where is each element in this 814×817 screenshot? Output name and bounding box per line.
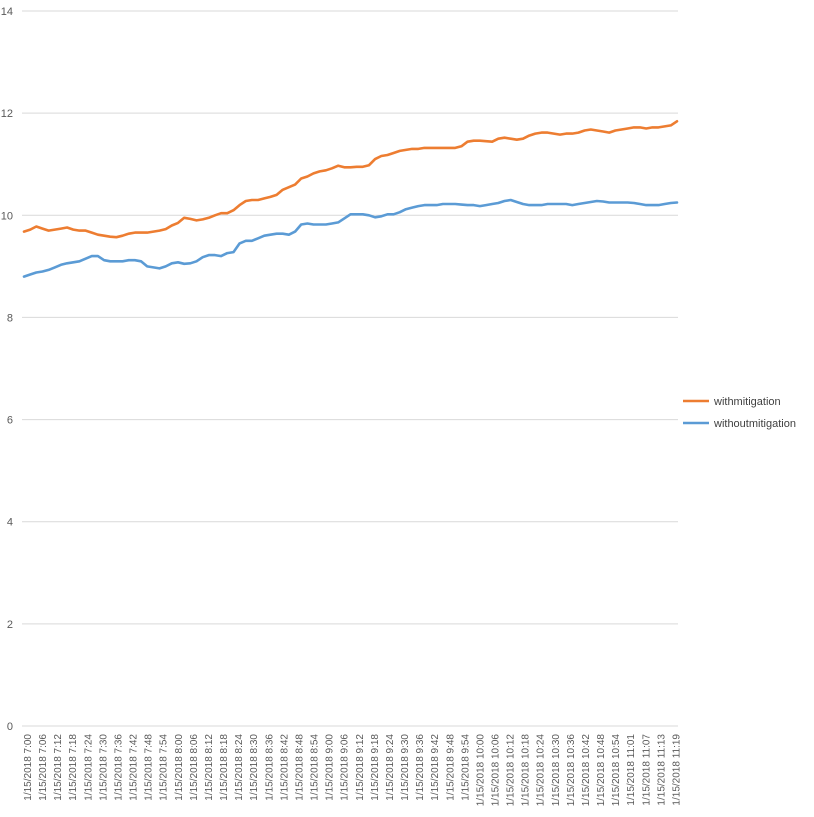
- x-tick-label: 1/15/2018 9:36: [415, 734, 426, 801]
- legend-label-withoutmitigation: withoutmitigation: [713, 418, 796, 430]
- y-tick-label: 14: [1, 6, 13, 18]
- x-tick-label: 1/15/2018 9:48: [445, 734, 456, 801]
- y-tick-label: 10: [1, 210, 13, 222]
- x-tick-label: 1/15/2018 10:12: [506, 734, 517, 807]
- x-tick-label: 1/15/2018 11:01: [626, 734, 637, 806]
- x-tick-label: 1/15/2018 8:06: [189, 734, 200, 801]
- x-axis-tick-labels: 1/15/2018 7:00 1/15/2018 7:06 1/15/2018 7:…: [23, 734, 682, 807]
- x-tick-label: 1/15/2018 10:42: [581, 734, 592, 807]
- x-tick-label: 1/15/2018 11:19: [671, 734, 682, 806]
- x-tick-label: 1/15/2018 10:30: [551, 734, 562, 807]
- x-tick-label: 1/15/2018 8:54: [310, 734, 321, 801]
- legend: withmitigation withoutmitigation: [683, 396, 796, 430]
- x-tick-label: 1/15/2018 8:12: [204, 734, 215, 801]
- x-tick-label: 1/15/2018 11:07: [641, 734, 652, 806]
- x-tick-label: 1/15/2018 9:24: [385, 734, 396, 801]
- x-tick-label: 1/15/2018 7:42: [129, 734, 140, 801]
- x-tick-label: 1/15/2018 8:36: [264, 734, 275, 801]
- x-tick-label: 1/15/2018 11:13: [656, 734, 667, 806]
- x-tick-label: 1/15/2018 7:36: [113, 734, 124, 801]
- x-tick-label: 1/15/2018 7:00: [23, 734, 34, 801]
- series-line-withoutmitigation: [22, 198, 679, 278]
- x-tick-label: 1/15/2018 9:18: [370, 734, 381, 801]
- x-tick-label: 1/15/2018 8:30: [249, 734, 260, 801]
- y-tick-label: 4: [7, 517, 13, 529]
- y-axis-tick-labels: 0 2 4 6 8 10 12 14: [1, 6, 13, 733]
- x-tick-label: 1/15/2018 9:30: [400, 734, 411, 801]
- x-tick-label: 1/15/2018 7:06: [38, 734, 49, 801]
- x-tick-label: 1/15/2018 7:18: [68, 734, 79, 801]
- x-tick-label: 1/15/2018 9:00: [325, 734, 336, 801]
- x-tick-label: 1/15/2018 10:24: [536, 734, 547, 807]
- x-tick-label: 1/15/2018 8:48: [294, 734, 305, 801]
- x-tick-label: 1/15/2018 10:36: [566, 734, 577, 807]
- x-tick-label: 1/15/2018 9:42: [430, 734, 441, 801]
- x-tick-label: 1/15/2018 10:06: [490, 734, 501, 807]
- y-tick-label: 12: [1, 108, 13, 120]
- gridlines: [22, 10, 678, 727]
- series-line-withmitigation: [22, 120, 679, 239]
- x-tick-label: 1/15/2018 10:18: [521, 734, 532, 807]
- legend-label-withmitigation: withmitigation: [713, 396, 781, 408]
- y-tick-label: 8: [7, 312, 13, 324]
- x-tick-label: 1/15/2018 7:48: [144, 734, 155, 801]
- x-tick-label: 1/15/2018 8:00: [174, 734, 185, 801]
- x-tick-label: 1/15/2018 8:24: [234, 734, 245, 801]
- series-lines: [22, 120, 679, 278]
- x-tick-label: 1/15/2018 9:54: [460, 734, 471, 801]
- x-tick-label: 1/15/2018 8:18: [219, 734, 230, 801]
- y-tick-label: 0: [7, 721, 13, 733]
- x-tick-label: 1/15/2018 7:24: [83, 734, 94, 801]
- x-tick-label: 1/15/2018 7:54: [159, 734, 170, 801]
- x-tick-label: 1/15/2018 10:00: [475, 734, 486, 807]
- x-tick-label: 1/15/2018 8:42: [279, 734, 290, 801]
- x-tick-label: 1/15/2018 7:30: [98, 734, 109, 801]
- x-tick-label: 1/15/2018 10:48: [596, 734, 607, 807]
- x-tick-label: 1/15/2018 9:06: [340, 734, 351, 801]
- x-tick-label: 1/15/2018 7:12: [53, 734, 64, 801]
- x-tick-label: 1/15/2018 9:12: [355, 734, 366, 801]
- x-tick-label: 1/15/2018 10:54: [611, 734, 622, 807]
- y-tick-label: 2: [7, 619, 13, 631]
- y-tick-label: 6: [7, 415, 13, 427]
